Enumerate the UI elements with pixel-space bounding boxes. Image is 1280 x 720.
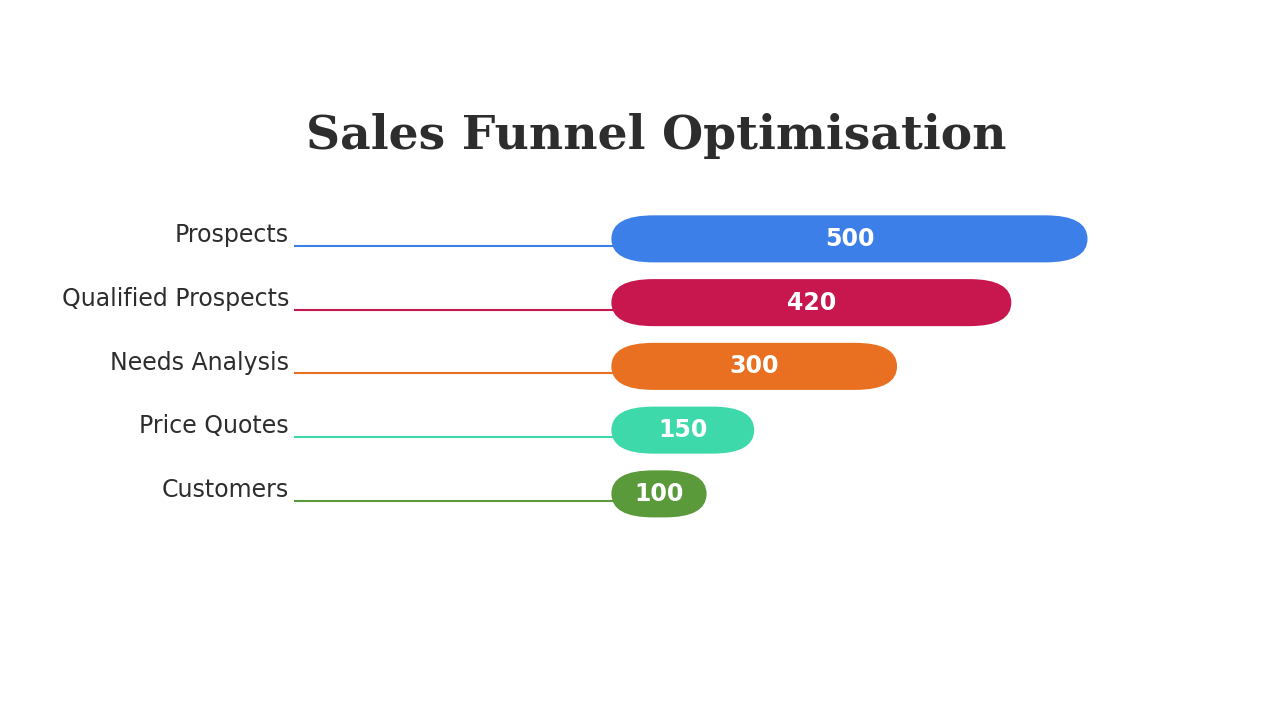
Text: 500: 500 xyxy=(824,227,874,251)
Text: Price Quotes: Price Quotes xyxy=(140,415,289,438)
Text: 150: 150 xyxy=(658,418,708,442)
Text: Qualified Prospects: Qualified Prospects xyxy=(61,287,289,311)
Text: Prospects: Prospects xyxy=(175,223,289,247)
Text: 420: 420 xyxy=(787,291,836,315)
FancyBboxPatch shape xyxy=(612,407,754,454)
Text: Customers: Customers xyxy=(161,478,289,502)
Text: 100: 100 xyxy=(635,482,684,506)
Text: 300: 300 xyxy=(730,354,780,379)
FancyBboxPatch shape xyxy=(612,279,1011,326)
FancyBboxPatch shape xyxy=(612,215,1088,262)
Text: Needs Analysis: Needs Analysis xyxy=(110,351,289,374)
Text: Sales Funnel Optimisation: Sales Funnel Optimisation xyxy=(306,113,1006,159)
FancyBboxPatch shape xyxy=(612,343,897,390)
FancyBboxPatch shape xyxy=(612,470,707,518)
